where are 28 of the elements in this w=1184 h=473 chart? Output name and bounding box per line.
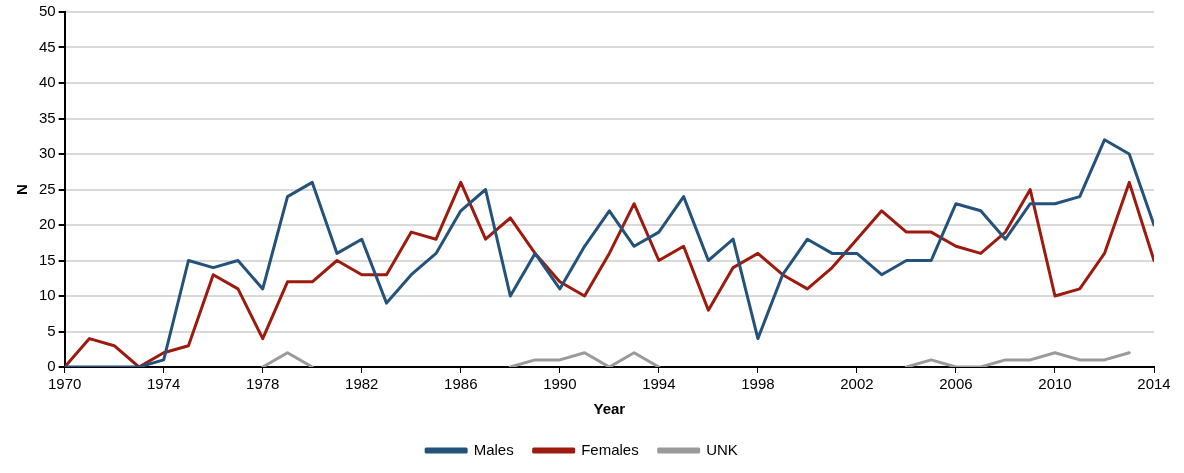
- y-tick-label: 30: [39, 144, 56, 162]
- y-tick-label: 40: [39, 73, 56, 91]
- x-axis-title: Year: [593, 400, 626, 418]
- x-tick-label: 2010: [1038, 375, 1072, 393]
- y-tick-label: 35: [39, 108, 56, 126]
- x-tick-label: 1986: [444, 375, 478, 393]
- x-tick-label: 2002: [840, 375, 874, 393]
- legend-label: UNK: [706, 440, 738, 458]
- x-tick-label: 2006: [939, 375, 973, 393]
- legend-label: Males: [473, 440, 514, 458]
- x-tick-label: 1990: [543, 375, 577, 393]
- x-tick-label: 1982: [345, 375, 379, 393]
- x-tick-label: 1994: [642, 375, 676, 393]
- x-tick-label: 1998: [741, 375, 775, 393]
- y-tick-label: 15: [39, 250, 56, 268]
- x-tick-label: 1974: [147, 375, 181, 393]
- y-tick-label: 5: [47, 321, 56, 339]
- x-tick-label: 2014: [1137, 375, 1171, 393]
- y-tick-label: 45: [39, 37, 56, 55]
- y-axis-title: N: [13, 184, 31, 195]
- y-tick-label: 20: [39, 215, 56, 233]
- legend-label: Females: [581, 440, 639, 458]
- x-tick-label: 1970: [48, 375, 82, 393]
- y-tick-label: 10: [39, 286, 56, 304]
- y-tick-label: 0: [47, 357, 56, 375]
- x-tick-label: 1978: [246, 375, 280, 393]
- y-tick-label: 25: [39, 179, 56, 197]
- y-tick-label: 50: [39, 2, 56, 20]
